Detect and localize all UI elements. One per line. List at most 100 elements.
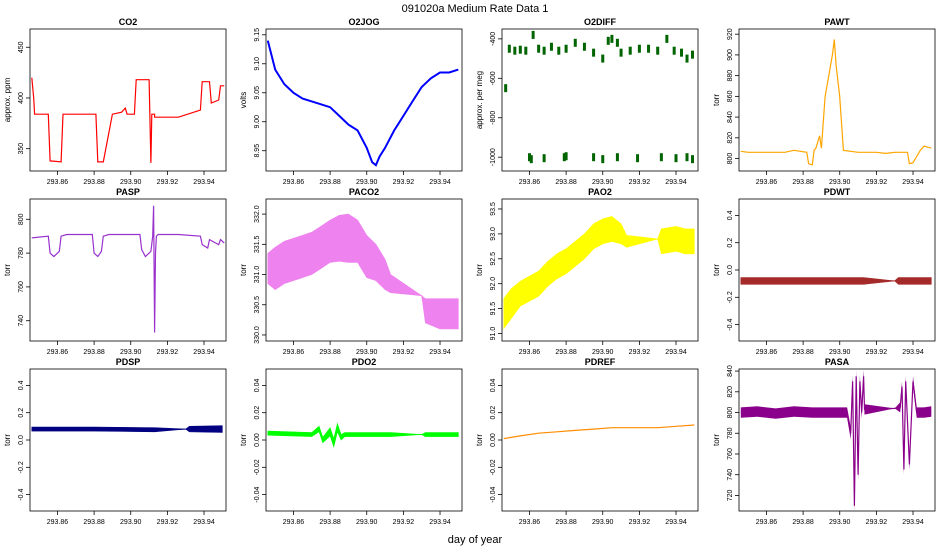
y-axis-label: torr [3, 264, 12, 276]
series-group [503, 424, 695, 440]
data-band [267, 422, 459, 448]
x-tick-label: 293.94 [429, 179, 451, 186]
y-axis-label: torr [712, 264, 721, 276]
y-tick-label: -1000 [490, 148, 497, 166]
plot-frame [738, 198, 936, 342]
data-point [562, 153, 566, 162]
y-tick-label: 820 [727, 386, 734, 398]
x-tick-label: 293.88 [83, 519, 105, 526]
x-tick-label: 293.86 [519, 349, 541, 356]
data-point [557, 46, 561, 55]
x-tick-label: 293.86 [47, 519, 69, 526]
panel-title: PASP [116, 187, 140, 197]
data-point [513, 46, 517, 55]
panel-pdsp: PDSP 293.86 293.88 293.90 293.92 293.94 -0.4 -0… [3, 357, 227, 526]
x-tick-label: 293.94 [665, 349, 687, 356]
data-point [615, 38, 619, 47]
data-point [615, 153, 619, 162]
data-point [680, 48, 684, 57]
y-tick-label: 860 [727, 90, 734, 102]
data-point [592, 153, 596, 162]
data-line [267, 237, 459, 315]
y-tick-label: 760 [727, 448, 734, 460]
x-tick-label: 293.88 [792, 179, 814, 186]
y-tick-label: 9.15 [254, 28, 261, 42]
y-tick-label: 331.5 [254, 235, 261, 253]
y-tick-label: 332.0 [254, 205, 261, 223]
panel-pasp: PASP 293.86 293.88 293.90 293.92 293.94 740 760… [3, 187, 227, 356]
data-point [582, 42, 586, 51]
x-tick-label: 293.90 [829, 349, 851, 356]
data-point [674, 154, 678, 163]
y-tick-label: 91.5 [490, 302, 497, 316]
y-axis-label: torr [475, 434, 484, 446]
data-point [573, 38, 577, 47]
y-tick-label: -400 [490, 32, 497, 46]
series-group [503, 216, 695, 330]
plot-frame [265, 368, 463, 512]
data-line [503, 424, 695, 440]
y-tick-label: -800 [490, 111, 497, 125]
data-point [507, 44, 511, 53]
x-tick-label: 293.88 [319, 179, 341, 186]
y-tick-label: 331.0 [254, 266, 261, 284]
x-tick-label: 293.88 [83, 179, 105, 186]
series-group [31, 205, 225, 333]
y-tick-label: 880 [727, 70, 734, 82]
data-point [606, 36, 610, 45]
y-tick-label: 91.0 [490, 327, 497, 341]
panel-title: CO2 [119, 17, 138, 27]
y-axis-label: torr [239, 264, 248, 276]
figure-x-label: day of year [448, 534, 503, 546]
y-tick-label: -600 [490, 71, 497, 85]
x-tick-label: 293.92 [393, 179, 415, 186]
data-line [31, 428, 223, 431]
x-tick-label: 293.86 [47, 179, 69, 186]
data-point [504, 84, 508, 93]
x-tick-label: 293.90 [592, 519, 614, 526]
panel-title: PDSP [116, 357, 141, 367]
panel-pasa: PASA 293.86 293.88 293.90 293.92 293.94 720 740… [712, 357, 936, 526]
y-tick-label: 92.5 [490, 252, 497, 266]
panel-pdref: PDREF 293.86 293.88 293.90 293.92 293.94 -0.04… [475, 357, 699, 526]
data-point [656, 46, 660, 55]
plot-frame [29, 198, 227, 342]
y-tick-label: 0.00 [254, 433, 261, 447]
x-tick-label: 293.90 [356, 349, 378, 356]
x-tick-label: 293.86 [756, 519, 778, 526]
series-group [267, 422, 459, 448]
data-point [628, 46, 632, 55]
y-axis-label: torr [3, 434, 12, 446]
data-point [685, 54, 689, 63]
y-tick-label: 9.00 [254, 115, 261, 129]
data-point [518, 45, 522, 54]
x-tick-label: 293.90 [829, 519, 851, 526]
x-tick-label: 293.94 [429, 519, 451, 526]
x-tick-label: 293.90 [120, 179, 142, 186]
y-tick-label: 0.4 [727, 210, 734, 220]
panel-pdo2: PDO2 293.86 293.88 293.90 293.92 293.94 -0.04 -… [239, 357, 463, 526]
data-band [267, 213, 459, 330]
x-tick-label: 293.94 [665, 519, 687, 526]
plot-frame [29, 368, 227, 512]
data-line [267, 426, 459, 445]
data-point [691, 50, 695, 59]
data-point [619, 48, 623, 57]
y-tick-label: 0.00 [490, 433, 497, 447]
x-tick-label: 293.92 [393, 519, 415, 526]
data-point [665, 34, 669, 43]
x-tick-label: 293.88 [555, 519, 577, 526]
panel-title: PACO2 [349, 187, 379, 197]
y-tick-label: 0.2 [727, 238, 734, 248]
data-line [740, 376, 932, 506]
y-tick-label: 760 [18, 281, 25, 293]
x-tick-label: 293.88 [83, 349, 105, 356]
y-tick-label: 800 [727, 153, 734, 165]
plot-frame [501, 198, 699, 342]
data-point [527, 153, 531, 162]
y-tick-label: 450 [18, 41, 25, 53]
y-tick-label: 400 [18, 92, 25, 104]
plot-frame [738, 368, 936, 512]
panel-o2jog: O2JOG 293.86 293.88 293.90 293.92 293.94 8.95 9… [239, 17, 463, 186]
